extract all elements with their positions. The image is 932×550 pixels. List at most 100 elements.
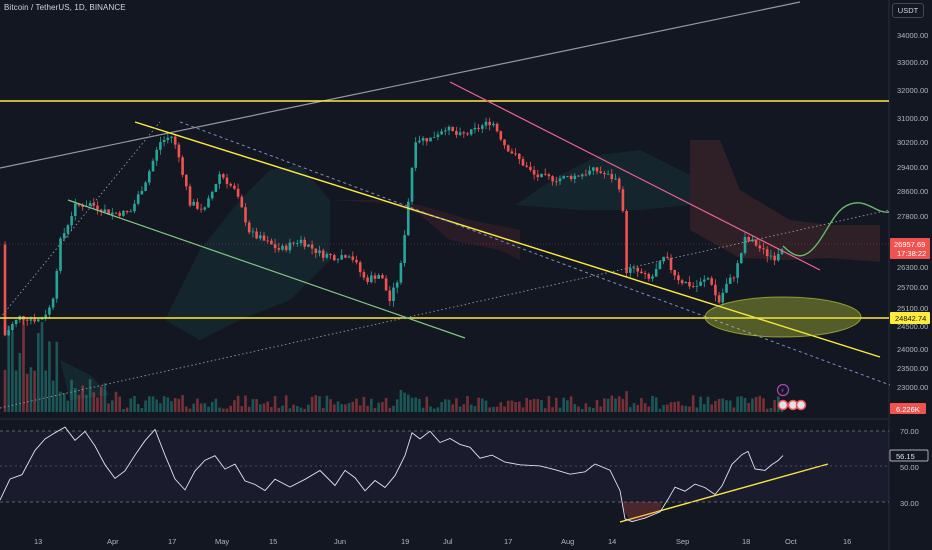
candle-11 <box>44 309 47 321</box>
price-tick-14: 23000.00 <box>897 383 928 392</box>
candle-74 <box>277 242 281 253</box>
time-axis[interactable]: 13 Apr 17 May 15 Jun 19 Jul 17 Aug 14 Sep 18 Oct 16 <box>34 537 851 546</box>
candle-91 <box>340 249 343 260</box>
candle-146 <box>543 168 547 176</box>
symbol-title[interactable]: Bitcoin / TetherUS, 1D, BINANCE <box>4 3 126 12</box>
candle-149 <box>555 176 558 186</box>
volume-bar-50 <box>188 408 192 412</box>
volume-bar-142 <box>529 399 532 412</box>
volume-bar-1 <box>7 325 10 412</box>
candle-79 <box>296 239 299 247</box>
volume-bar-64 <box>240 406 244 412</box>
volume-bar-108 <box>403 392 406 412</box>
volume-bar-88 <box>329 399 332 412</box>
candle-132 <box>492 121 495 128</box>
candle-81 <box>303 236 306 250</box>
rsi-support-trendline <box>619 463 829 523</box>
price-tick-13: 23500.00 <box>897 364 928 373</box>
volume-bar-201 <box>747 403 750 412</box>
volume-bar-194 <box>721 398 725 412</box>
volume-bar-166 <box>617 396 621 412</box>
volume-bar-115 <box>429 406 432 412</box>
volume-bar-146 <box>543 408 547 412</box>
volume-bar-178 <box>662 404 665 412</box>
candle-143 <box>532 165 536 180</box>
candle-129 <box>481 123 484 134</box>
volume-bar-172 <box>640 398 643 412</box>
candle-105 <box>392 282 395 307</box>
rsi-axis[interactable]: 70.00 50.00 30.00 56.15 <box>889 427 929 508</box>
price-tick-0: 34000.00 <box>897 31 928 40</box>
volume-bar-29 <box>111 400 114 412</box>
volume-bar-44 <box>166 397 170 412</box>
candle-156 <box>580 173 584 180</box>
candle-172 <box>640 268 643 274</box>
time-tick-7: Jul <box>443 537 453 546</box>
candle-31 <box>118 210 121 218</box>
candle-65 <box>244 203 247 227</box>
volume-bar-137 <box>510 400 514 412</box>
volume-bar-11 <box>44 370 47 412</box>
candle-165 <box>614 173 617 180</box>
candle-177 <box>658 260 662 270</box>
volume-bar-26 <box>99 386 103 412</box>
candle-128 <box>477 124 480 132</box>
volume-bar-12 <box>48 341 51 412</box>
volume-bar-39 <box>148 396 151 412</box>
candle-162 <box>603 170 606 179</box>
time-tick-14: 16 <box>843 537 851 546</box>
volume-bar-58 <box>218 407 221 412</box>
candle-56 <box>210 190 214 201</box>
candle-15 <box>59 236 62 274</box>
price-tick-5: 29400.00 <box>897 163 928 172</box>
volume-bar-196 <box>728 400 732 412</box>
volume-bar-130 <box>484 400 488 412</box>
currency-button[interactable]: USDT <box>892 3 924 18</box>
candle-83 <box>310 240 314 255</box>
volume-bar-71 <box>266 401 269 412</box>
volume-bar-175 <box>651 395 654 412</box>
candle-76 <box>284 243 288 253</box>
volume-bar-10 <box>40 322 44 412</box>
candle-163 <box>606 170 610 175</box>
volume-bar-180 <box>669 402 673 412</box>
volume-bar-4 <box>18 352 22 412</box>
event-icons[interactable]: ⚡ <box>776 383 807 411</box>
candle-148 <box>551 175 554 186</box>
volume-bar-24 <box>92 392 96 412</box>
volume-bar-131 <box>488 407 491 412</box>
volume-bar-134 <box>499 402 503 412</box>
volume-bar-123 <box>458 406 462 412</box>
candle-137 <box>510 148 514 154</box>
rsi-band <box>0 431 889 502</box>
price-tick-9: 25700.00 <box>897 283 928 292</box>
candle-126 <box>469 129 473 137</box>
candle-53 <box>199 203 203 213</box>
volume-bar-170 <box>632 403 636 412</box>
candle-133 <box>495 122 499 133</box>
candle-164 <box>610 168 614 183</box>
volume-bar-65 <box>244 395 247 412</box>
candle-169 <box>629 263 632 278</box>
candle-3 <box>14 319 18 328</box>
drawings <box>0 1 891 523</box>
time-tick-3: May <box>215 537 229 546</box>
volume-bar-99 <box>370 398 373 412</box>
volume-bar-93 <box>347 403 351 412</box>
volume-bar-150 <box>558 407 562 412</box>
candle-101 <box>377 273 380 279</box>
volume-bar-152 <box>566 400 569 412</box>
candle-193 <box>717 291 721 304</box>
volume-bar-110 <box>410 397 414 412</box>
candle-155 <box>577 175 580 177</box>
candle-33 <box>125 210 129 215</box>
price-axis[interactable]: 34000.00 33000.00 32000.00 31000.00 30200.00… <box>897 31 928 392</box>
candle-187 <box>695 280 699 293</box>
volume-bar-102 <box>381 402 384 412</box>
volume-bar-25 <box>96 397 99 412</box>
volume-bar-91 <box>340 404 343 412</box>
candle-34 <box>129 209 133 213</box>
volume-bar-191 <box>710 404 713 412</box>
volume-bar-42 <box>159 403 162 412</box>
